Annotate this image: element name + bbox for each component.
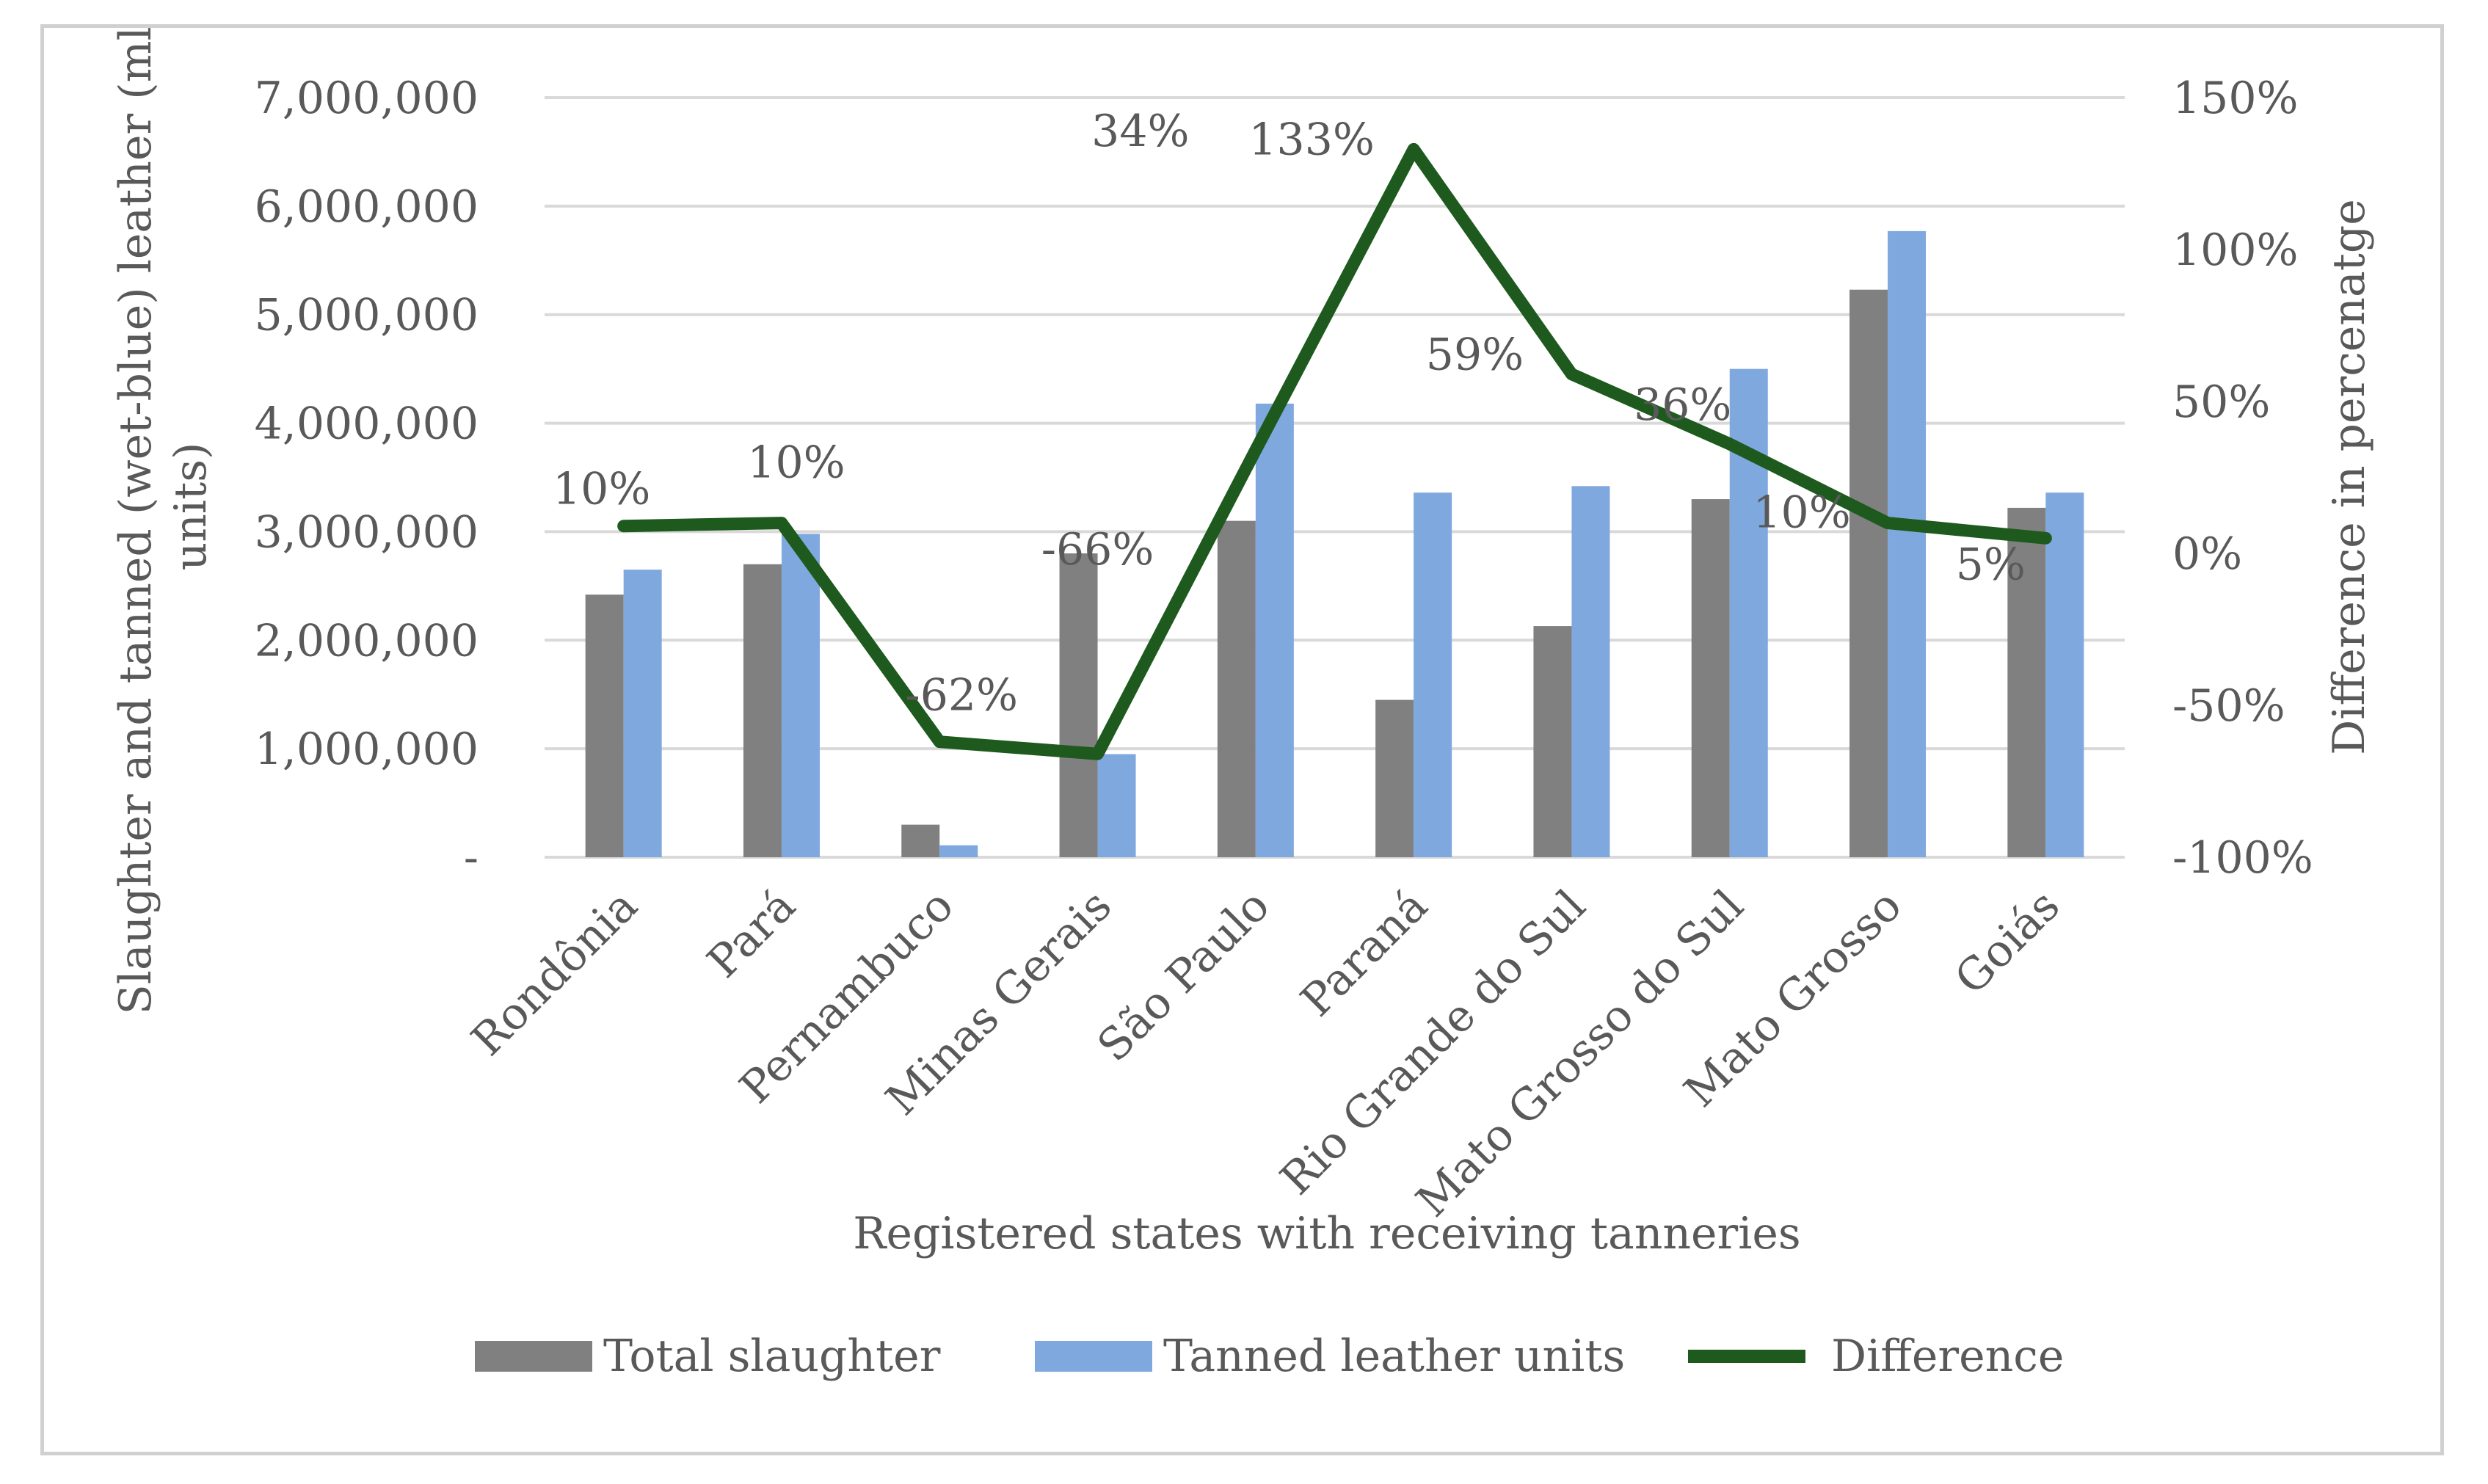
x-tick-label-rio-grande-do-sul: Rio Grande do Sul xyxy=(1270,880,1596,1205)
data-label-difference-rondonia: 10% xyxy=(553,464,650,515)
y-tick-label: 4,000,000 xyxy=(255,399,479,450)
point-difference-pernambuco xyxy=(939,741,941,743)
chart-frame: - 1,000,000 2,000,000 3,000,000 4,000,000 5,0… xyxy=(40,24,2444,1455)
data-label-difference-minas-gerais: -66% xyxy=(1041,524,1154,575)
y-tick-label: 5,000,000 xyxy=(255,290,479,341)
bar-total-slaughter-minas-gerais xyxy=(1059,553,1098,857)
bar-total-slaughter-pernambuco xyxy=(901,824,940,857)
data-label-difference-rio-grande-do-sul: 59% xyxy=(1426,330,1524,381)
y2-tick-label: -50% xyxy=(2172,680,2285,732)
y2-tick-label: 150% xyxy=(2172,73,2299,124)
data-label-difference-para: 10% xyxy=(747,437,845,489)
x-tick-label-goias: Goiás xyxy=(1945,880,2070,1005)
data-label-difference-goias: 5% xyxy=(1956,539,2026,590)
legend: Total slaughter Tanned leather units Dif… xyxy=(475,1331,2064,1382)
bar-tanned-leather-units-mato-grosso xyxy=(1888,230,1927,858)
y2-axis-ticks: -100% -50% 0% 50% 100% 150% xyxy=(2172,73,2313,884)
y-tick-label: - xyxy=(464,832,479,884)
bar-total-slaughter-rondonia xyxy=(585,594,624,857)
bar-total-slaughter-goias xyxy=(2007,507,2046,857)
y2-tick-label: 50% xyxy=(2172,377,2270,428)
point-difference-minas-gerais xyxy=(1096,753,1099,755)
y2-tick-label: 0% xyxy=(2172,528,2242,580)
bar-total-slaughter-parana xyxy=(1375,699,1414,857)
bar-tanned-leather-units-rondonia xyxy=(623,570,662,857)
x-tick-label-sao-paulo: São Paulo xyxy=(1088,880,1279,1072)
bar-tanned-leather-units-parana xyxy=(1414,492,1452,857)
point-difference-mato-grosso-do-sul xyxy=(1728,443,1731,445)
data-label-difference-mato-grosso: 10% xyxy=(1753,487,1850,539)
y-tick-label: 1,000,000 xyxy=(255,724,479,775)
chart: - 1,000,000 2,000,000 3,000,000 4,000,000 5,0… xyxy=(110,28,2375,1382)
y-axis-title-line-2: units) xyxy=(165,443,217,571)
point-difference-rio-grande-do-sul xyxy=(1571,373,1573,375)
y-tick-label: 6,000,000 xyxy=(255,181,479,233)
legend-swatch-tanned-leather xyxy=(1035,1341,1152,1372)
bar-tanned-leather-units-sao-paulo xyxy=(1255,403,1294,857)
point-difference-para xyxy=(780,522,782,524)
x-axis-title: Registered states with receiving tanneri… xyxy=(853,1208,1800,1259)
bar-total-slaughter-sao-paulo xyxy=(1217,520,1256,857)
y2-axis-title: Difference in percenatge xyxy=(2324,199,2375,755)
y-tick-label: 2,000,000 xyxy=(255,615,479,666)
bar-tanned-leather-units-pernambuco xyxy=(939,845,978,857)
x-tick-label-rondonia: Rondônia xyxy=(462,880,647,1066)
y2-tick-label: -100% xyxy=(2172,832,2313,884)
legend-swatch-total-slaughter xyxy=(475,1341,592,1372)
point-difference-sao-paulo xyxy=(1254,449,1256,451)
y2-tick-label: 100% xyxy=(2172,225,2299,276)
legend-label-tanned-leather: Tanned leather units xyxy=(1163,1331,1625,1382)
data-label-difference-parana: 133% xyxy=(1248,114,1375,165)
bar-tanned-leather-units-para xyxy=(781,534,820,857)
difference-line xyxy=(617,142,2052,760)
point-difference-parana xyxy=(1413,148,1415,150)
bar-total-slaughter-mato-grosso-do-sul xyxy=(1691,499,1730,857)
y-tick-label: 7,000,000 xyxy=(255,73,479,124)
data-label-difference-mato-grosso-do-sul: 36% xyxy=(1634,379,1731,431)
point-difference-mato-grosso xyxy=(1887,522,1889,524)
x-tick-label-parana: Paraná xyxy=(1291,880,1438,1027)
bar-total-slaughter-para xyxy=(743,564,782,857)
bar-tanned-leather-units-goias xyxy=(2045,492,2084,857)
y-axis-title-line-1: Slaughter and tanned (wet-blue) leather … xyxy=(110,28,161,1014)
data-label-difference-pernambuco: -62% xyxy=(905,670,1018,721)
line-difference xyxy=(617,142,2052,760)
y-axis-ticks: - 1,000,000 2,000,000 3,000,000 4,000,000 5,0… xyxy=(255,73,479,884)
bars xyxy=(585,230,2084,858)
data-label-difference-sao-paulo: 34% xyxy=(1091,106,1189,157)
legend-label-total-slaughter: Total slaughter xyxy=(603,1331,941,1382)
y-tick-label: 3,000,000 xyxy=(255,506,479,558)
bar-total-slaughter-mato-grosso xyxy=(1849,289,1888,857)
bar-tanned-leather-units-minas-gerais xyxy=(1097,754,1136,857)
point-difference-goias xyxy=(2045,537,2047,539)
legend-label-difference: Difference xyxy=(1831,1331,2064,1382)
x-tick-label-para: Pará xyxy=(698,880,806,988)
data-labels: 10% 10% -62% -66% 34% 133% 59% 36% 10% 5% xyxy=(553,106,2026,721)
bar-tanned-leather-units-rio-grande-do-sul xyxy=(1571,486,1610,857)
bar-total-slaughter-rio-grande-do-sul xyxy=(1533,626,1572,857)
point-difference-rondonia xyxy=(622,525,625,527)
